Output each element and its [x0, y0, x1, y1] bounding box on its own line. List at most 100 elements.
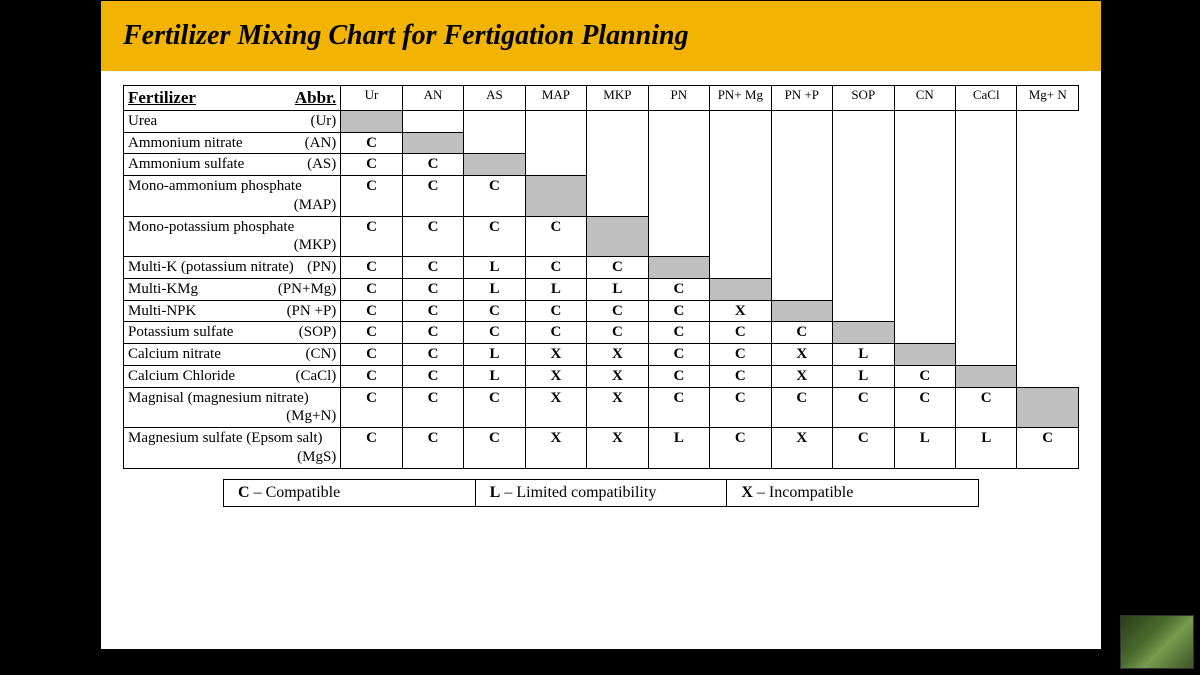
compat-cell: X: [525, 387, 586, 428]
blank-cell: [402, 110, 463, 132]
blank-cell: [833, 216, 894, 257]
compat-cell: C: [341, 216, 402, 257]
compat-cell: L: [587, 278, 648, 300]
blank-cell: [1017, 344, 1079, 366]
row-label: Multi-KMg(PN+Mg): [124, 278, 341, 300]
diagonal-cell: [894, 344, 955, 366]
blank-cell: [955, 257, 1016, 279]
compat-cell: C: [341, 257, 402, 279]
compat-cell: C: [710, 344, 771, 366]
fertilizer-abbr: (Mg+N): [286, 407, 336, 426]
blank-cell: [587, 154, 648, 176]
blank-cell: [771, 110, 832, 132]
compat-cell: C: [648, 300, 709, 322]
header-abbr-label: Abbr.: [295, 87, 336, 108]
compat-cell: C: [402, 300, 463, 322]
diagonal-cell: [402, 132, 463, 154]
blank-cell: [894, 278, 955, 300]
fertilizer-abbr: (CN): [305, 345, 336, 364]
blank-cell: [1017, 132, 1079, 154]
compat-cell: X: [525, 344, 586, 366]
blank-cell: [525, 110, 586, 132]
compat-cell: C: [648, 322, 709, 344]
column-header: CN: [894, 86, 955, 111]
fertilizer-name: Calcium Chloride: [128, 368, 235, 384]
row-label: Calcium nitrate (CN): [124, 344, 341, 366]
compat-cell: C: [894, 387, 955, 428]
fertilizer-abbr: (MgS): [297, 448, 336, 467]
compat-cell: C: [833, 387, 894, 428]
fertilizer-abbr: (PN): [307, 258, 336, 277]
table-row: Magnesium sulfate (Epsom salt)(MgS)CCCXX…: [124, 428, 1079, 469]
compat-cell: L: [464, 278, 525, 300]
blank-cell: [771, 132, 832, 154]
blank-cell: [648, 110, 709, 132]
fertilizer-abbr: (AN): [305, 134, 337, 153]
column-header: Mg+ N: [1017, 86, 1079, 111]
table-row: Multi-KMg(PN+Mg)CCLLLC: [124, 278, 1079, 300]
compat-cell: C: [464, 428, 525, 469]
blank-cell: [710, 154, 771, 176]
blank-cell: [894, 216, 955, 257]
blank-cell: [894, 154, 955, 176]
compat-cell: C: [402, 154, 463, 176]
compat-cell: C: [587, 300, 648, 322]
blank-cell: [1017, 154, 1079, 176]
table-row: Calcium nitrate(CN)CCLXXCCXL: [124, 344, 1079, 366]
row-label: Potassium sulfate(SOP): [124, 322, 341, 344]
blank-cell: [955, 322, 1016, 344]
legend-text: – Limited compatibility: [500, 484, 656, 501]
compat-cell: X: [525, 428, 586, 469]
fertilizer-name: Mono-potassium phosphate: [128, 219, 294, 235]
blank-cell: [464, 132, 525, 154]
compat-cell: X: [587, 428, 648, 469]
fertilizer-name: Calcium nitrate: [128, 346, 221, 362]
compat-cell: X: [771, 428, 832, 469]
compat-cell: C: [341, 300, 402, 322]
compat-cell: X: [771, 365, 832, 387]
diagonal-cell: [341, 110, 402, 132]
table-row: Ammonium nitrate(AN)C: [124, 132, 1079, 154]
compat-cell: C: [1017, 428, 1079, 469]
compat-cell: X: [587, 344, 648, 366]
blank-cell: [771, 176, 832, 217]
legend-item: L – Limited compatibility: [476, 480, 728, 506]
slide-title: Fertilizer Mixing Chart for Fertigation …: [123, 20, 689, 52]
fertilizer-name: Potassium sulfate: [128, 324, 233, 340]
blank-cell: [587, 176, 648, 217]
row-label: Magnisal (magnesium nitrate)(Mg+N): [124, 387, 341, 428]
compat-cell: C: [587, 257, 648, 279]
compat-cell: C: [464, 176, 525, 217]
compat-cell: C: [402, 365, 463, 387]
fertilizer-name: Multi-NPK: [128, 303, 196, 319]
blank-cell: [1017, 257, 1079, 279]
blank-cell: [955, 216, 1016, 257]
blank-cell: [648, 176, 709, 217]
blank-cell: [587, 110, 648, 132]
compat-cell: C: [710, 365, 771, 387]
table-row: Ammonium sulfate(AS)CC: [124, 154, 1079, 176]
compat-cell: C: [402, 387, 463, 428]
compat-cell: C: [402, 344, 463, 366]
compat-cell: C: [525, 257, 586, 279]
row-label: Mono-potassium phosphate(MKP): [124, 216, 341, 257]
compat-cell: C: [771, 387, 832, 428]
blank-cell: [833, 278, 894, 300]
compat-cell: C: [525, 300, 586, 322]
compat-cell: C: [587, 322, 648, 344]
blank-cell: [894, 300, 955, 322]
blank-cell: [1017, 278, 1079, 300]
compat-cell: C: [955, 387, 1016, 428]
blank-cell: [894, 322, 955, 344]
blank-cell: [1017, 216, 1079, 257]
legend-item: C – Compatible: [224, 480, 476, 506]
compat-cell: C: [464, 216, 525, 257]
compat-cell: C: [648, 278, 709, 300]
compat-cell: L: [833, 344, 894, 366]
compat-cell: C: [648, 365, 709, 387]
legend-key: L: [490, 484, 501, 501]
column-header: Ur: [341, 86, 402, 111]
blank-cell: [894, 176, 955, 217]
table-body: Urea(Ur)Ammonium nitrate(AN)CAmmonium su…: [124, 110, 1079, 468]
compat-cell: C: [402, 428, 463, 469]
